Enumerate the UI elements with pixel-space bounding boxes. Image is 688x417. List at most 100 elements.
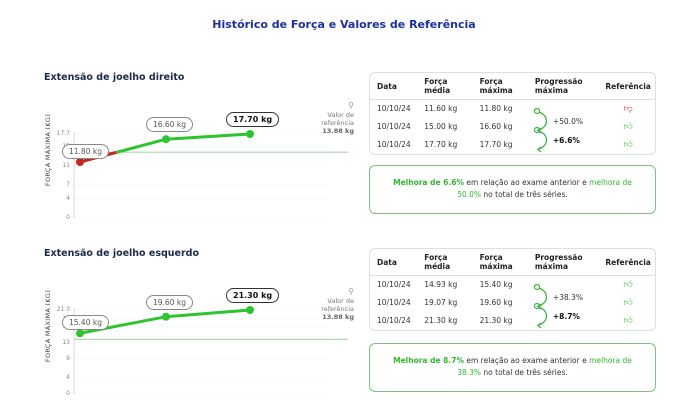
table-row: 10/10/24 15.00 kg 16.60 kg 👍︎ bbox=[370, 118, 655, 136]
summary-box: Melhora de 8.7% em relação ao exame ante… bbox=[369, 343, 656, 392]
cell-date: 10/10/24 bbox=[377, 104, 411, 114]
y-tick-label: 17.7 bbox=[56, 130, 70, 137]
table-row: 10/10/24 17.70 kg 17.70 kg 👍︎ bbox=[370, 136, 655, 154]
series-segment bbox=[164, 308, 252, 319]
cell-date: 10/10/24 bbox=[377, 280, 411, 290]
header-max: Força máxima bbox=[475, 73, 531, 100]
thumbs-up-icon: 👍︎ bbox=[623, 121, 633, 132]
cell-media: 15.00 kg bbox=[424, 122, 458, 131]
y-tick-label: 21.3 bbox=[56, 306, 70, 313]
header-date: Data bbox=[370, 249, 421, 276]
header-media: Força média bbox=[420, 73, 476, 100]
y-tick-label: 4 bbox=[66, 374, 70, 382]
ref-label-line1: Valor de bbox=[327, 297, 354, 305]
y-tick-label: 0 bbox=[66, 390, 70, 397]
cell-reference: 👍︎ bbox=[601, 276, 655, 294]
header-date: Data bbox=[370, 73, 421, 100]
series-segment bbox=[78, 315, 168, 335]
data-label: 11.80 kg bbox=[62, 144, 109, 159]
page-title: Histórico de Força e Valores de Referênc… bbox=[212, 18, 476, 31]
cell-progression: +50.0% +6.6% bbox=[531, 100, 601, 154]
history-table-card: Data Força média Força máxima Progressão má… bbox=[369, 72, 656, 155]
data-label: 21.30 kg bbox=[226, 288, 280, 303]
summary-box: Melhora de 6.6% em relação ao exame ante… bbox=[369, 165, 656, 214]
ref-label-line2: referência bbox=[321, 119, 354, 127]
section-right-knee: Extensão de joelho direito FORÇA MÁXIMA … bbox=[0, 72, 688, 242]
cell-reference: 👎︎ bbox=[601, 100, 655, 118]
cell-date: 10/10/24 bbox=[377, 140, 411, 149]
thumbs-down-icon: 👎︎ bbox=[623, 103, 633, 114]
cell-date: 10/10/24 bbox=[377, 316, 411, 325]
y-tick-label: 9 bbox=[66, 354, 70, 362]
data-point bbox=[162, 135, 170, 144]
thumbs-up-icon: 👍︎ bbox=[623, 279, 633, 290]
progression-last: +6.6% bbox=[552, 136, 580, 145]
reference-label: ⚲ Valor de referência 13.88 kg bbox=[321, 101, 354, 136]
reference-icon: ⚲ bbox=[348, 287, 354, 296]
history-table-card: Data Força média Força máxima Progressão má… bbox=[369, 248, 656, 331]
cell-media: 14.93 kg bbox=[424, 280, 458, 290]
header-reference: Referência bbox=[601, 249, 655, 276]
header-reference: Referência bbox=[601, 73, 655, 100]
table-row: 10/10/24 19.07 kg 19.60 kg 👍︎ bbox=[370, 294, 655, 312]
reference-label: ⚲ Valor de referência 13.88 kg bbox=[321, 287, 354, 322]
series-segment bbox=[164, 132, 252, 141]
cell-max: 21.30 kg bbox=[479, 316, 513, 325]
ref-label-line2: referência bbox=[321, 305, 354, 313]
cell-reference: 👍︎ bbox=[601, 118, 655, 136]
ref-label-line1: Valor de bbox=[327, 111, 354, 119]
reference-icon: ⚲ bbox=[348, 101, 354, 110]
table-row: 10/10/24 11.60 kg 11.80 kg bbox=[370, 100, 655, 153]
strength-chart: FORÇA MÁXIMA (KG) ⚲ Valor de referência … bbox=[38, 258, 358, 408]
cell-media: 17.70 kg bbox=[424, 140, 458, 149]
reference-value: 13.88 kg bbox=[322, 313, 354, 321]
strength-chart: FORÇA MÁXIMA (KG) ⚲ Valor de referência … bbox=[38, 82, 358, 232]
series-segment bbox=[115, 137, 168, 154]
section-title: Extensão de joelho esquerdo bbox=[44, 248, 200, 259]
header-media: Força média bbox=[420, 249, 476, 276]
data-point bbox=[246, 306, 254, 314]
cell-max: 16.60 kg bbox=[479, 122, 513, 131]
progression-arrows-icon bbox=[533, 283, 547, 329]
progression-arrows-icon bbox=[533, 107, 547, 153]
data-label: 16.60 kg bbox=[146, 117, 193, 133]
data-point bbox=[162, 312, 170, 321]
progression-total: +50.0% bbox=[552, 117, 583, 126]
y-tick-label: 4 bbox=[66, 195, 70, 203]
data-label: 17.70 kg bbox=[226, 112, 280, 127]
progression-total: +38.3% bbox=[552, 293, 583, 302]
y-tick-label: 0 bbox=[66, 214, 70, 221]
cell-reference: 👍︎ bbox=[601, 294, 655, 312]
data-point bbox=[76, 158, 84, 166]
section-left-knee: Extensão de joelho esquerdo FORÇA MÁXIMA… bbox=[0, 248, 688, 417]
y-tick-label: 13 bbox=[62, 338, 70, 346]
cell-max: 15.40 kg bbox=[479, 280, 513, 290]
thumbs-up-icon: 👍︎ bbox=[623, 315, 633, 326]
data-point bbox=[76, 329, 84, 338]
reference-value: 13.88 kg bbox=[322, 127, 354, 135]
cell-date: 10/10/24 bbox=[377, 122, 411, 131]
data-label: 15.40 kg bbox=[62, 315, 109, 331]
history-table: Data Força média Força máxima Progressão má… bbox=[370, 249, 655, 330]
section-title: Extensão de joelho direito bbox=[44, 72, 185, 83]
cell-media: 21.30 kg bbox=[424, 316, 458, 325]
data-label: 19.60 kg bbox=[146, 294, 193, 310]
thumbs-up-icon: 👍︎ bbox=[623, 297, 633, 308]
chart-svg bbox=[73, 306, 348, 395]
cell-progression: +38.3% +8.7% bbox=[531, 276, 601, 330]
progression-last: +8.7% bbox=[552, 312, 580, 321]
cell-max: 11.80 kg bbox=[479, 104, 513, 114]
header-progression: Progressão máxima bbox=[530, 73, 602, 100]
history-table: Data Força média Força máxima Progressão má… bbox=[370, 73, 655, 154]
cell-max: 19.60 kg bbox=[479, 298, 513, 307]
table-row: 10/10/24 21.30 kg 21.30 kg 👍︎ bbox=[370, 312, 655, 330]
header-progression: Progressão máxima bbox=[530, 249, 602, 276]
chart-svg bbox=[73, 130, 348, 219]
cell-date: 10/10/24 bbox=[377, 298, 411, 307]
y-tick-label: 11 bbox=[62, 161, 70, 169]
table-row: 10/10/24 14.93 kg 15.40 kg bbox=[370, 276, 655, 329]
cell-reference: 👍︎ bbox=[601, 312, 655, 330]
thumbs-up-icon: 👍︎ bbox=[623, 139, 633, 150]
header-max: Força máxima bbox=[475, 249, 531, 276]
data-point bbox=[246, 130, 254, 138]
